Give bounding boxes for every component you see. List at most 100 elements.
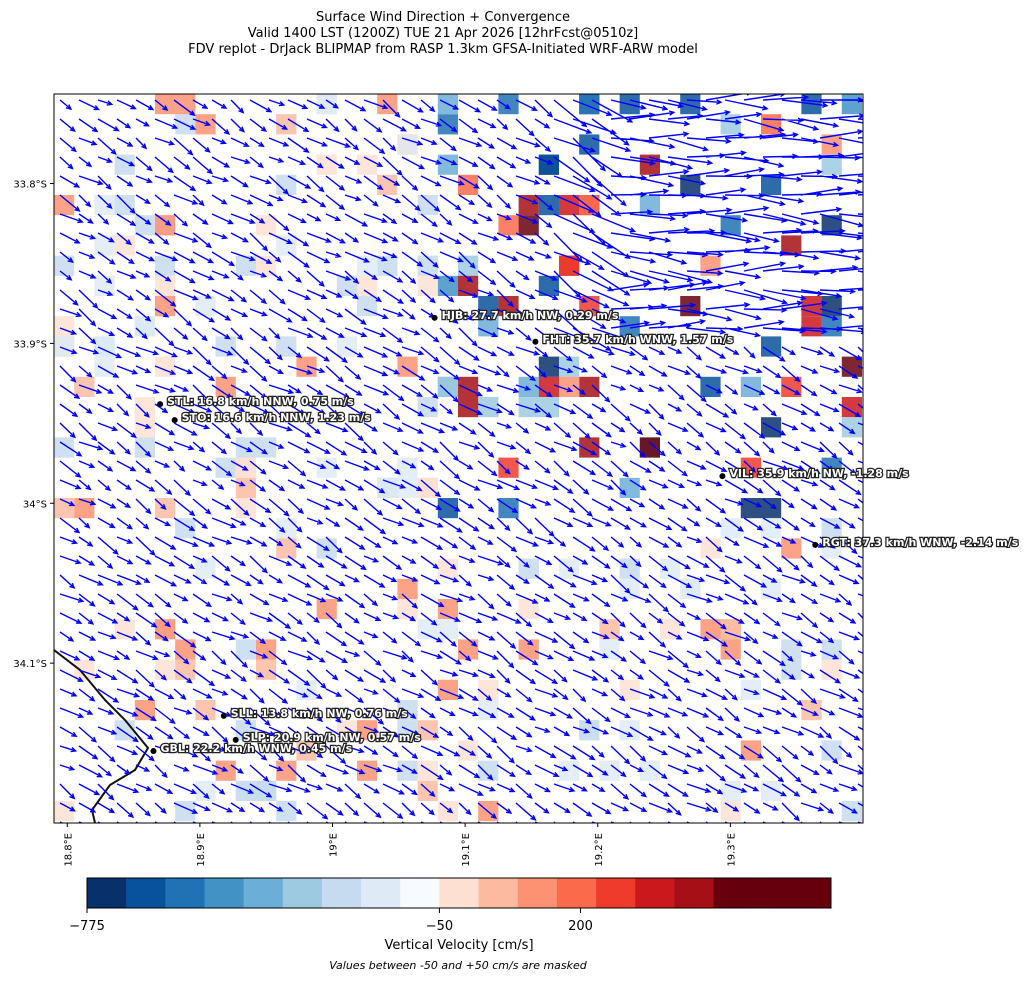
velocity-cell bbox=[680, 94, 701, 115]
velocity-cell bbox=[437, 154, 458, 175]
velocity-cell bbox=[175, 518, 196, 539]
velocity-cell bbox=[94, 235, 115, 256]
velocity-cell bbox=[155, 255, 176, 276]
velocity-cell bbox=[195, 296, 216, 317]
velocity-cell bbox=[437, 619, 458, 640]
colorbar-swatch bbox=[674, 878, 714, 908]
velocity-cell bbox=[680, 578, 701, 599]
x-tick-label: 19.3°E bbox=[726, 833, 737, 867]
velocity-cell bbox=[619, 578, 640, 599]
colorbar-swatch bbox=[439, 878, 479, 908]
velocity-cell bbox=[559, 356, 580, 377]
velocity-cell bbox=[761, 578, 782, 599]
velocity-cell bbox=[276, 336, 297, 357]
velocity-cell bbox=[639, 195, 660, 216]
velocity-cell bbox=[841, 94, 862, 115]
velocity-cell bbox=[458, 174, 479, 195]
velocity-cell bbox=[316, 94, 337, 115]
velocity-cell bbox=[377, 174, 398, 195]
velocity-cell bbox=[114, 235, 135, 256]
station-label: FHT: 35.7 km/h WNW, 1.57 m/s bbox=[542, 333, 733, 346]
velocity-cell bbox=[175, 94, 196, 115]
velocity-cell bbox=[559, 376, 580, 397]
station-label: STL: 16.8 km/h NNW, 0.75 m/s bbox=[167, 395, 354, 408]
station-dot bbox=[719, 473, 726, 480]
velocity-cell bbox=[357, 154, 378, 175]
x-tick-label: 19.2°E bbox=[594, 833, 605, 867]
velocity-cell bbox=[700, 538, 721, 559]
station-dot bbox=[532, 338, 539, 345]
velocity-cell bbox=[417, 195, 438, 216]
station-dot bbox=[232, 736, 239, 743]
velocity-cell bbox=[579, 134, 600, 155]
wind-arrows bbox=[59, 94, 863, 823]
velocity-cell bbox=[437, 498, 458, 519]
velocity-cell bbox=[740, 679, 761, 700]
colorbar-swatch bbox=[635, 878, 675, 908]
velocity-cell bbox=[841, 417, 862, 438]
velocity-cell bbox=[700, 255, 721, 276]
velocity-cell bbox=[518, 195, 539, 216]
velocity-cell bbox=[740, 376, 761, 397]
velocity-cell bbox=[559, 195, 580, 216]
velocity-cell bbox=[276, 760, 297, 781]
velocity-cell bbox=[498, 296, 519, 317]
velocity-cell bbox=[54, 316, 75, 337]
velocity-patches bbox=[54, 94, 862, 822]
velocity-cell bbox=[94, 195, 115, 216]
title-line: Valid 1400 LST (1200Z) TUE 21 Apr 2026 [… bbox=[248, 26, 639, 41]
velocity-cell bbox=[801, 316, 822, 337]
colorbar-swatch bbox=[752, 878, 793, 908]
colorbar-swatch bbox=[517, 878, 558, 908]
velocity-cell bbox=[54, 801, 75, 822]
velocity-cell bbox=[518, 558, 539, 579]
velocity-cell bbox=[619, 477, 640, 498]
velocity-cell bbox=[134, 417, 155, 438]
velocity-cell bbox=[296, 740, 317, 761]
velocity-cell bbox=[639, 760, 660, 781]
station-dot bbox=[171, 417, 178, 424]
velocity-cell bbox=[761, 518, 782, 539]
velocity-cell bbox=[781, 235, 802, 256]
velocity-cell bbox=[134, 700, 155, 721]
colorbar-swatch bbox=[282, 878, 323, 908]
velocity-cell bbox=[518, 376, 539, 397]
velocity-cell bbox=[720, 518, 741, 539]
x-tick-label: 18.9°E bbox=[196, 833, 207, 867]
colorbar-tick-label: −50 bbox=[426, 919, 453, 934]
velocity-cell bbox=[498, 498, 519, 519]
velocity-cell bbox=[599, 760, 620, 781]
velocity-cell bbox=[821, 154, 842, 175]
velocity-cell bbox=[700, 619, 721, 640]
velocity-cell bbox=[134, 316, 155, 337]
velocity-cell bbox=[559, 255, 580, 276]
velocity-cell bbox=[518, 599, 539, 620]
velocity-cell bbox=[458, 255, 479, 276]
station-label: HJB: 27.7 km/h NW, 0.29 m/s bbox=[442, 309, 619, 322]
colorbar-tick-label: 200 bbox=[568, 919, 593, 934]
velocity-cell bbox=[417, 477, 438, 498]
velocity-cell bbox=[276, 235, 297, 256]
velocity-cell bbox=[296, 356, 317, 377]
velocity-cell bbox=[821, 518, 842, 539]
velocity-cell bbox=[538, 356, 559, 377]
velocity-cell bbox=[660, 558, 681, 579]
colorbar: −775 −50 200 Vertical Velocity [cm/s] bbox=[69, 877, 832, 953]
velocity-cell bbox=[458, 397, 479, 418]
title-line: Surface Wind Direction + Convergence bbox=[316, 10, 570, 25]
velocity-cell bbox=[397, 578, 418, 599]
velocity-cell bbox=[54, 437, 75, 458]
velocity-cell bbox=[134, 397, 155, 418]
velocity-cell bbox=[619, 720, 640, 741]
velocity-cell bbox=[680, 174, 701, 195]
velocity-cell bbox=[336, 336, 357, 357]
velocity-cell bbox=[821, 538, 842, 559]
velocity-cell bbox=[235, 780, 256, 801]
colorbar-swatch bbox=[478, 878, 519, 908]
velocity-cell bbox=[417, 760, 438, 781]
velocity-cell bbox=[619, 679, 640, 700]
velocity-cell bbox=[195, 780, 216, 801]
title-block: Surface Wind Direction + ConvergenceVali… bbox=[188, 10, 698, 57]
velocity-cell bbox=[437, 679, 458, 700]
